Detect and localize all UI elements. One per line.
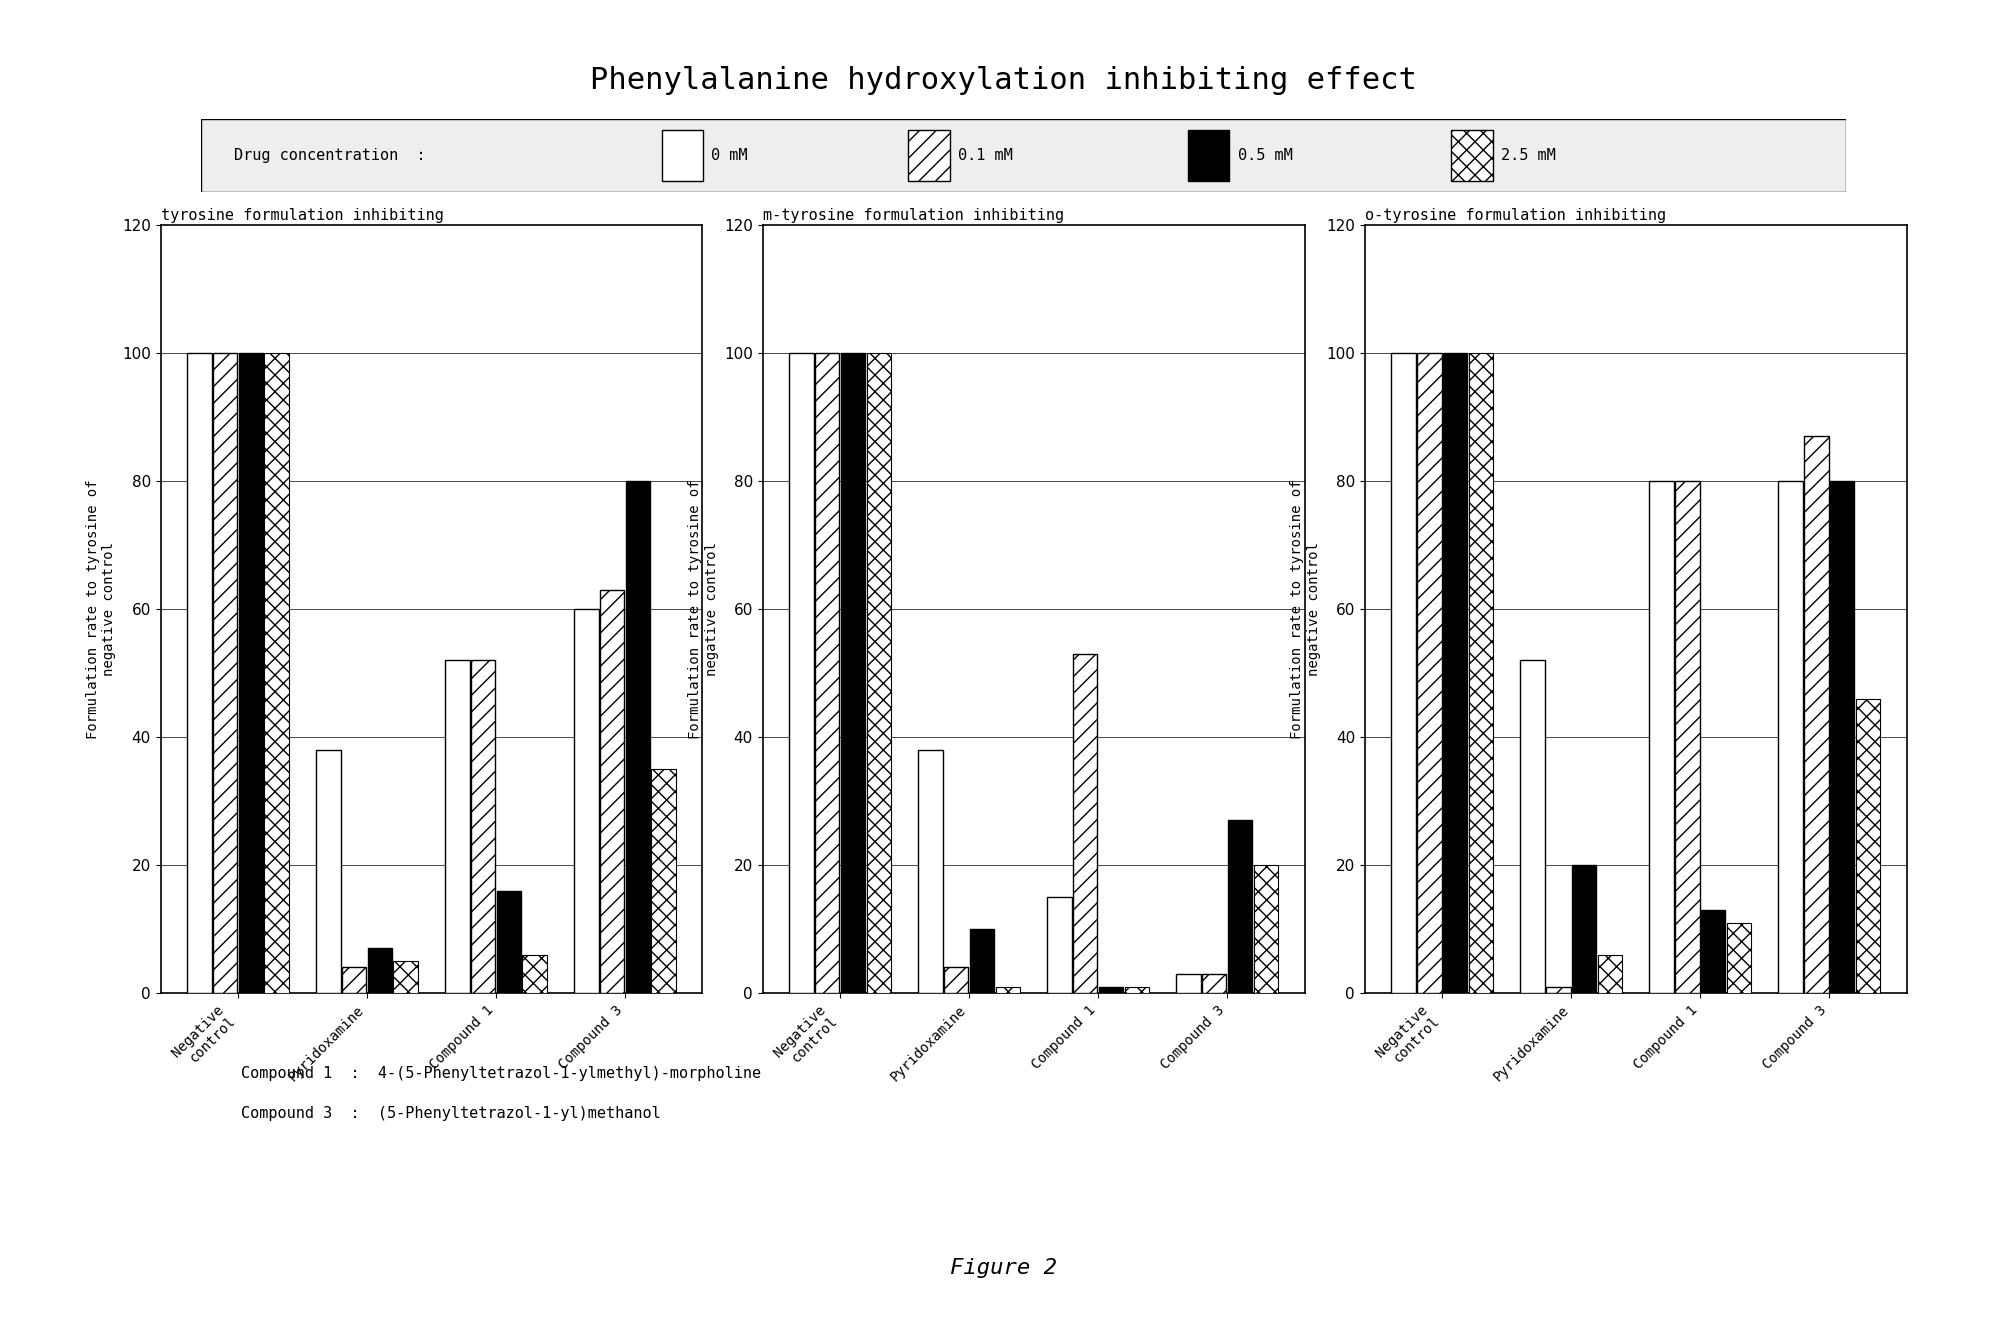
Text: tyrosine formulation inhibiting: tyrosine formulation inhibiting (161, 208, 444, 222)
Bar (815, 354, 839, 993)
Text: Drug concentration  :: Drug concentration : (233, 148, 425, 163)
Bar (239, 354, 263, 993)
Text: Compound 3  :  (5-Phenyltetrazol-1-yl)methanol: Compound 3 : (5-Phenyltetrazol-1-yl)meth… (241, 1106, 660, 1120)
Text: Compound 1  :  4-(5-Phenyltetrazol-1-ylmethyl)-morpholine: Compound 1 : 4-(5-Phenyltetrazol-1-ylmet… (241, 1066, 761, 1080)
Bar (315, 749, 341, 993)
Bar (265, 354, 289, 993)
Text: o-tyrosine formulation inhibiting: o-tyrosine formulation inhibiting (1365, 208, 1666, 222)
Bar (472, 661, 496, 993)
Bar (1650, 481, 1674, 993)
Bar (1726, 923, 1752, 993)
Bar (1124, 986, 1150, 993)
Text: 0.5 mM: 0.5 mM (1238, 148, 1293, 163)
FancyBboxPatch shape (1451, 130, 1493, 181)
Text: m-tyrosine formulation inhibiting: m-tyrosine formulation inhibiting (763, 208, 1064, 222)
Bar (367, 948, 391, 993)
Bar (1074, 654, 1098, 993)
Bar (1598, 955, 1622, 993)
Text: 0.1 mM: 0.1 mM (957, 148, 1012, 163)
Bar (1254, 865, 1278, 993)
FancyBboxPatch shape (201, 119, 1846, 192)
FancyBboxPatch shape (662, 130, 702, 181)
Bar (995, 986, 1020, 993)
Bar (1545, 986, 1571, 993)
Bar (1571, 865, 1596, 993)
Bar (1700, 910, 1726, 993)
Bar (522, 955, 548, 993)
Bar (626, 481, 650, 993)
Bar (1048, 898, 1072, 993)
Text: Phenylalanine hydroxylation inhibiting effect: Phenylalanine hydroxylation inhibiting e… (590, 66, 1417, 95)
Y-axis label: Formulation rate to tyrosine of
negative control: Formulation rate to tyrosine of negative… (1291, 479, 1321, 739)
Bar (652, 769, 676, 993)
Bar (1443, 354, 1467, 993)
Y-axis label: Formulation rate to tyrosine of
negative control: Formulation rate to tyrosine of negative… (86, 479, 116, 739)
Bar (789, 354, 813, 993)
Bar (1228, 821, 1252, 993)
Bar (969, 929, 993, 993)
Text: 0 mM: 0 mM (710, 148, 747, 163)
Bar (841, 354, 865, 993)
Bar (1469, 354, 1493, 993)
Bar (917, 749, 943, 993)
Bar (1202, 974, 1226, 993)
Bar (1176, 974, 1200, 993)
Bar (1676, 481, 1700, 993)
Y-axis label: Formulation rate to tyrosine of
negative control: Formulation rate to tyrosine of negative… (688, 479, 719, 739)
Bar (1391, 354, 1415, 993)
Bar (1830, 481, 1854, 993)
Bar (446, 661, 470, 993)
Bar (1856, 699, 1881, 993)
Bar (187, 354, 211, 993)
Bar (943, 968, 969, 993)
Bar (1804, 437, 1828, 993)
Bar (393, 961, 417, 993)
FancyBboxPatch shape (909, 130, 949, 181)
Bar (600, 591, 624, 993)
Bar (867, 354, 891, 993)
Text: 2.5 mM: 2.5 mM (1501, 148, 1555, 163)
FancyBboxPatch shape (1188, 130, 1228, 181)
Bar (1519, 661, 1545, 993)
Bar (1417, 354, 1441, 993)
Bar (574, 609, 598, 993)
Bar (213, 354, 237, 993)
Bar (341, 968, 367, 993)
Bar (1098, 986, 1124, 993)
Text: Figure 2: Figure 2 (949, 1258, 1058, 1278)
Bar (1778, 481, 1802, 993)
Bar (496, 891, 522, 993)
